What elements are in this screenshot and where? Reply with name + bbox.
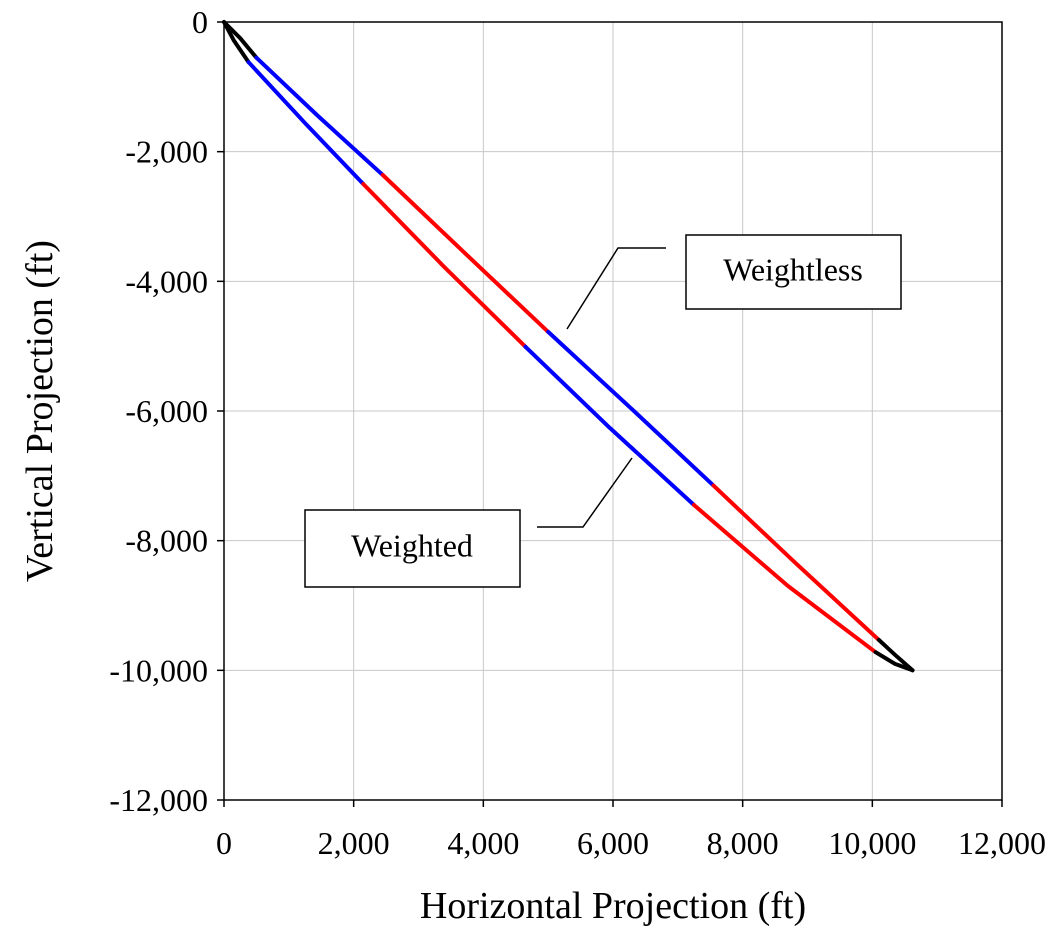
- y-tick-label: -2,000: [125, 134, 208, 170]
- weightless-segment-3: [380, 173, 551, 334]
- x-tick-label: 2,000: [318, 825, 390, 861]
- weighted-segment-5: [692, 503, 878, 655]
- x-tick-label: 10,000: [828, 825, 916, 861]
- annotations: Weightless Weighted: [304, 234, 902, 588]
- weighted-segment-2: [246, 60, 366, 187]
- x-tick-label: 12,000: [958, 825, 1046, 861]
- weightless-label: Weightless: [723, 251, 863, 287]
- weighted-segment-3: [361, 182, 528, 349]
- x-tick-label: 4,000: [447, 825, 519, 861]
- weightless-segment-2: [254, 55, 385, 177]
- y-tick-label: -8,000: [125, 523, 208, 559]
- x-axis-title: Horizontal Projection (ft): [420, 885, 806, 927]
- axis-ticks: 0 2,000 4,000 6,000 8,000 10,000 12,000 0 -2,000…: [109, 4, 1046, 861]
- x-tick-label: 0: [216, 825, 232, 861]
- weightless-segment-1: [222, 20, 259, 60]
- weighted-segment-1: [222, 20, 251, 65]
- weighted-label: Weighted: [351, 527, 473, 563]
- weightless-segment-6: [876, 637, 915, 673]
- y-tick-label: -12,000: [109, 782, 208, 818]
- y-tick-label: -6,000: [125, 393, 208, 429]
- weighted-segment-4: [523, 344, 696, 507]
- weightless-leader-line: [566, 247, 666, 330]
- x-tick-label: 6,000: [577, 825, 649, 861]
- series-lines: [222, 20, 915, 673]
- weightless-segment-5: [711, 483, 881, 642]
- weightless-segment-4: [546, 329, 716, 488]
- weighted-leader-line: [537, 457, 633, 528]
- y-tick-label: -4,000: [125, 263, 208, 299]
- y-tick-label: 0: [192, 4, 208, 40]
- x-tick-label: 8,000: [707, 825, 779, 861]
- grid-lines: [224, 22, 1002, 800]
- weightless-label-box: [685, 234, 902, 310]
- y-axis-title: Vertical Projection (ft): [19, 240, 61, 582]
- weighted-label-box: [304, 509, 521, 588]
- weighted-segment-6: [873, 650, 915, 673]
- y-tick-label: -10,000: [109, 652, 208, 688]
